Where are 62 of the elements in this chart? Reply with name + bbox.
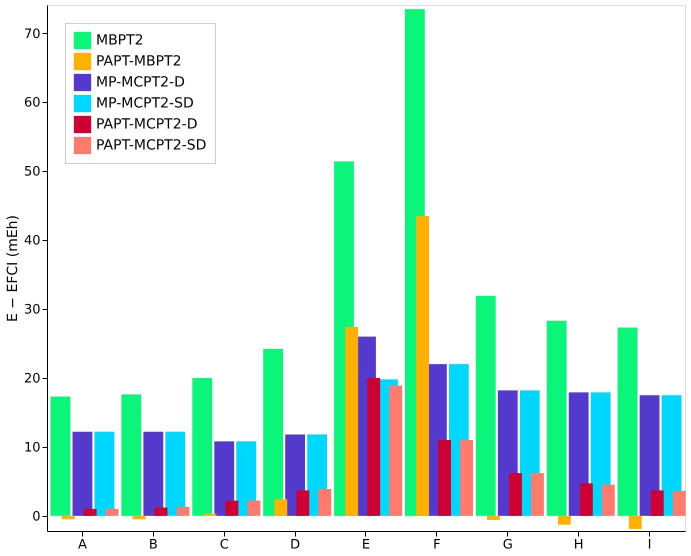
- bar: [192, 378, 212, 516]
- x-tick-label: G: [502, 538, 513, 552]
- bar: [389, 386, 402, 516]
- bar: [628, 516, 642, 529]
- bar: [106, 508, 119, 516]
- bar: [531, 473, 544, 516]
- y-tick-label: 50: [24, 164, 40, 180]
- bar: [247, 500, 260, 516]
- bar: [602, 484, 615, 516]
- bar: [296, 490, 310, 516]
- y-tick-label: 10: [24, 440, 40, 456]
- bar: [274, 499, 288, 516]
- bar: [225, 500, 238, 516]
- y-tick-label: 0: [32, 509, 40, 524]
- bar: [460, 440, 474, 516]
- bar: [263, 349, 284, 516]
- legend-label: PAPT-MCPT2-D: [96, 116, 198, 132]
- bar: [546, 320, 567, 516]
- y-tick-label: 60: [24, 96, 40, 111]
- bar: [672, 491, 686, 516]
- bar: [318, 488, 332, 516]
- legend-label: PAPT-MCPT2-SD: [96, 138, 206, 154]
- bar: [416, 216, 430, 516]
- x-tick-label: E: [362, 538, 370, 552]
- bar: [367, 378, 380, 516]
- bar: [121, 394, 142, 516]
- bar: [640, 395, 660, 516]
- y-tick-label: 30: [24, 302, 40, 318]
- bar: [176, 506, 190, 516]
- y-tick-label: 20: [24, 371, 40, 386]
- bar: [345, 326, 358, 516]
- bar: [62, 516, 75, 520]
- bar: [438, 440, 452, 516]
- bar: [72, 432, 92, 516]
- x-tick-label: A: [78, 538, 87, 552]
- bar: [50, 396, 70, 516]
- bar: [487, 516, 500, 520]
- x-tick-label: D: [290, 538, 300, 552]
- bar: [132, 516, 146, 520]
- bar: [618, 328, 638, 516]
- bar: [476, 296, 496, 516]
- bar: [84, 508, 97, 516]
- bar: [650, 490, 664, 516]
- bar: [94, 432, 114, 516]
- bar: [580, 483, 593, 516]
- x-tick-label: H: [574, 538, 584, 552]
- legend-label: MP-MCPT2-D: [96, 74, 185, 90]
- y-tick-label: 70: [24, 26, 40, 42]
- legend-label: MBPT2: [96, 32, 144, 48]
- y-axis-title: E − EFCI (mEh): [4, 214, 21, 322]
- x-tick-label: F: [433, 538, 441, 552]
- x-tick-label: C: [220, 538, 229, 552]
- bar: [509, 473, 522, 516]
- x-tick-label: B: [148, 538, 158, 552]
- bar: [558, 516, 571, 525]
- legend-label: MP-MCPT2-SD: [96, 96, 194, 112]
- bar: [154, 508, 168, 516]
- y-tick-label: 40: [24, 234, 40, 249]
- x-tick-label: I: [648, 538, 652, 552]
- bar: [165, 432, 186, 516]
- legend-label: PAPT-MBPT2: [96, 54, 182, 70]
- bar: [143, 432, 164, 516]
